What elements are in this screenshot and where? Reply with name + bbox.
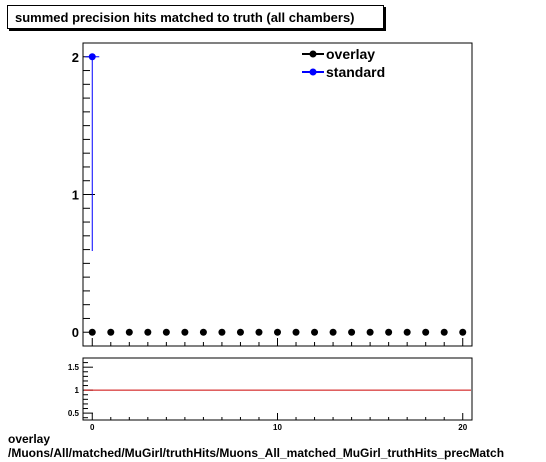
overlay-point — [422, 328, 430, 336]
y-tick-label: 2 — [72, 50, 79, 65]
overlay-point — [440, 328, 448, 336]
legend-marker-overlay — [309, 50, 317, 58]
overlay-point — [199, 328, 207, 336]
x-tick-label: 0 — [90, 423, 95, 432]
overlay-point — [144, 328, 152, 336]
y-tick-label: 1 — [72, 188, 79, 203]
x-tick-label: 20 — [458, 423, 467, 432]
overlay-point — [348, 328, 356, 336]
overlay-point — [125, 328, 133, 336]
ratio-y-tick-label: 0.5 — [68, 409, 80, 418]
overlay-point — [218, 328, 226, 336]
footer-path: /Muons/All/matched/MuGirl/truthHits/Muon… — [8, 446, 505, 460]
legend-label-standard: standard — [326, 64, 385, 80]
overlay-point — [329, 328, 337, 336]
standard-point — [88, 53, 96, 61]
ratio-y-tick-label: 1 — [75, 386, 80, 395]
overlay-point — [459, 328, 467, 336]
overlay-point — [107, 328, 115, 336]
overlay-point — [236, 328, 244, 336]
overlay-point — [311, 328, 319, 336]
ratio-plot-frame — [82, 357, 473, 421]
x-tick-label: 10 — [273, 423, 282, 432]
footer-line-1: overlay — [8, 432, 51, 446]
overlay-point — [88, 328, 96, 336]
ratio-y-tick-label: 1.5 — [68, 363, 80, 372]
legend-label-overlay: overlay — [326, 46, 375, 62]
overlay-point — [162, 328, 170, 336]
ratio-plot: 0.5 1 1.5 0 10 20 — [68, 357, 473, 432]
chart-title: summed precision hits matched to truth (… — [15, 10, 355, 25]
overlay-point — [403, 328, 411, 336]
legend-marker-standard — [309, 68, 317, 76]
overlay-point — [385, 328, 393, 336]
main-plot: 0 1 2 overlay standard — [72, 42, 473, 347]
overlay-point — [366, 328, 374, 336]
overlay-point — [274, 328, 281, 336]
overlay-point — [181, 328, 189, 336]
y-tick-label: 0 — [72, 325, 79, 340]
overlay-point — [255, 328, 263, 336]
chart-title-box: summed precision hits matched to truth (… — [7, 5, 384, 29]
overlay-point — [292, 328, 300, 336]
main-plot-frame — [82, 42, 473, 347]
footer-caption: overlay /Muons/All/matched/MuGirl/truthH… — [8, 432, 504, 460]
